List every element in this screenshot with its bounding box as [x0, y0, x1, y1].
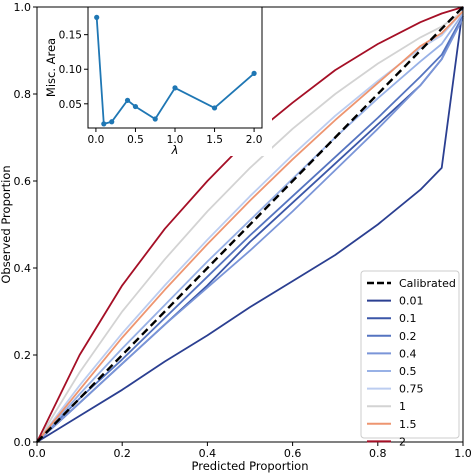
legend-label: 0.1 — [399, 312, 417, 325]
legend-label: 2 — [399, 435, 406, 448]
x-tick-label: 0.4 — [199, 447, 217, 460]
inset-x-axis-label: λ — [171, 143, 179, 157]
inset-data-point — [251, 70, 257, 76]
inset-y-tick-label: 0.15 — [59, 30, 82, 42]
inset-y-ticks: 0.05 0.10 0.15 — [59, 30, 88, 111]
inset-plot: 0.0 0.5 1.0 1.5 2.0 0.05 0.10 0.15 λ Misc. Are… — [44, 6, 272, 157]
legend-label: Calibrated — [399, 277, 456, 290]
legend-label: 0.75 — [399, 383, 424, 396]
x-tick-label: 0.2 — [113, 447, 131, 460]
inset-x-ticks: 0.0 0.5 1.0 1.5 2.0 — [88, 128, 263, 146]
calibrated-reference-line — [36, 6, 464, 443]
inset-x-tick-label: 2.0 — [246, 134, 263, 146]
legend-label: 0.01 — [399, 295, 424, 308]
inset-x-tick-label: 1.0 — [167, 134, 184, 146]
inset-data-point — [132, 103, 139, 110]
main-x-ticks: 0.0 0.2 0.4 0.6 0.8 1.0 — [28, 442, 472, 460]
inset-background — [44, 8, 272, 156]
inset-y-tick-label: 0.10 — [59, 64, 82, 76]
legend-label: 1.5 — [399, 418, 417, 431]
main-y-ticks: 0.0 0.2 0.4 0.6 0.8 1.0 — [14, 1, 37, 449]
legend-box — [360, 270, 460, 439]
x-axis-label: Predicted Proportion — [192, 459, 309, 473]
y-tick-label: 0.0 — [14, 436, 32, 449]
legend-items: Calibrated 0.01 0.1 0.2 0.4 0.5 0.75 1 1.5 2 — [367, 277, 456, 448]
y-axis-label: Observed Proportion — [0, 165, 13, 283]
legend-label: 0.2 — [399, 330, 417, 343]
legend-label: 1 — [399, 400, 406, 413]
inset-series-group — [94, 14, 257, 127]
y-tick-label: 0.2 — [14, 349, 32, 362]
inset-x-tick-label: 1.5 — [206, 134, 223, 146]
series-line-0.2 — [36, 15, 464, 443]
legend: Calibrated 0.01 0.1 0.2 0.4 0.5 0.75 1 1.5 2 — [360, 270, 460, 448]
series-line-0.01 — [36, 6, 464, 443]
legend-label: 0.4 — [399, 347, 417, 360]
inset-data-point — [124, 97, 131, 103]
inset-data-point — [211, 105, 218, 111]
inset-data-point — [152, 116, 158, 122]
y-tick-label: 0.6 — [14, 175, 32, 188]
x-tick-label: 0.0 — [28, 447, 46, 460]
inset-data-point — [172, 85, 178, 91]
inset-x-tick-label: 0.0 — [88, 134, 105, 146]
y-tick-label: 0.8 — [14, 88, 32, 101]
inset-data-point — [94, 14, 100, 20]
inset-y-tick-label: 0.05 — [59, 99, 82, 111]
x-tick-label: 1.0 — [454, 447, 472, 460]
series-line-0.5 — [36, 12, 464, 443]
y-tick-label: 1.0 — [14, 1, 32, 14]
inset-data-point — [109, 119, 115, 125]
inset-data-point — [101, 121, 107, 127]
x-tick-label: 0.6 — [284, 447, 302, 460]
y-tick-label: 0.4 — [14, 262, 32, 275]
legend-label: 0.5 — [399, 365, 417, 378]
inset-x-tick-label: 0.5 — [127, 134, 144, 146]
series-line-0.4 — [36, 17, 464, 443]
x-tick-label: 0.8 — [369, 447, 387, 460]
series-line-1.5 — [36, 10, 464, 443]
inset-y-axis-label: Misc. Area — [44, 38, 58, 97]
